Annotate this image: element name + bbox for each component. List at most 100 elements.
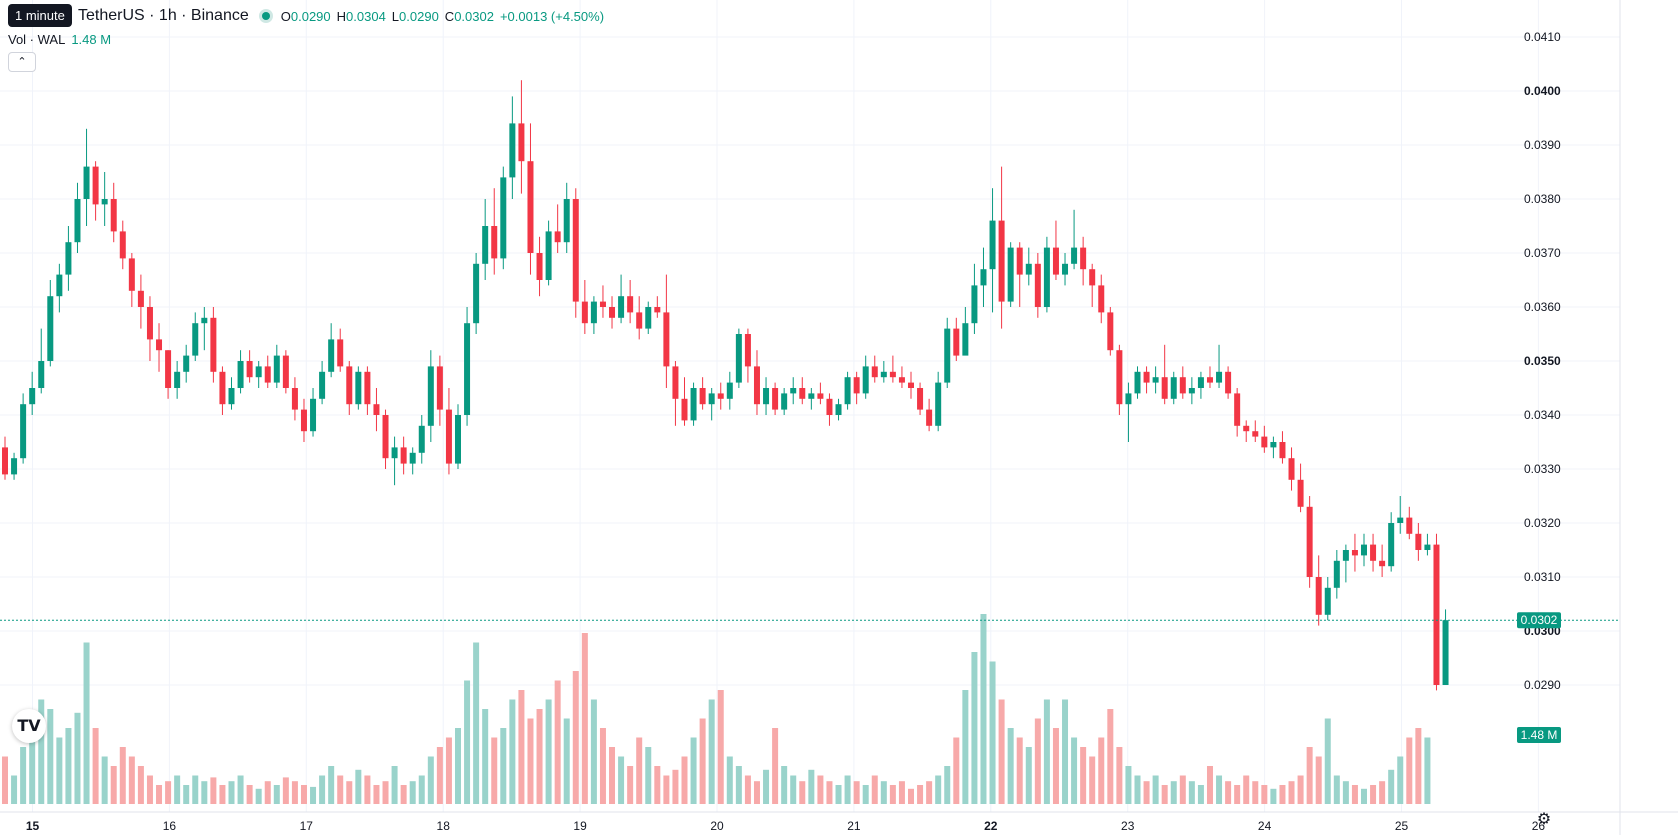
- candle[interactable]: [844, 371, 851, 410]
- candle[interactable]: [210, 307, 217, 383]
- candle[interactable]: [609, 296, 616, 329]
- candle[interactable]: [382, 409, 389, 469]
- candle[interactable]: [708, 388, 715, 421]
- candle[interactable]: [753, 350, 760, 415]
- candle[interactable]: [690, 382, 697, 426]
- candle[interactable]: [464, 307, 471, 426]
- chevron-up-icon[interactable]: ⌃: [8, 52, 36, 72]
- candle[interactable]: [1025, 247, 1032, 286]
- candle[interactable]: [1170, 371, 1177, 405]
- candle[interactable]: [56, 263, 63, 313]
- tradingview-logo[interactable]: TV: [12, 709, 46, 743]
- candle[interactable]: [20, 393, 27, 464]
- candle[interactable]: [1225, 366, 1232, 399]
- candle[interactable]: [817, 382, 824, 405]
- candle[interactable]: [1288, 447, 1295, 491]
- candle[interactable]: [83, 128, 90, 226]
- candle[interactable]: [1442, 609, 1449, 685]
- candle[interactable]: [1433, 533, 1440, 691]
- candle[interactable]: [1043, 236, 1050, 313]
- gear-icon[interactable]: ⚙: [1536, 809, 1552, 828]
- candle[interactable]: [1406, 506, 1413, 540]
- candle[interactable]: [400, 436, 407, 475]
- candle[interactable]: [264, 355, 271, 388]
- candle[interactable]: [174, 361, 181, 399]
- candle[interactable]: [1197, 371, 1204, 399]
- candle[interactable]: [391, 436, 398, 486]
- candle[interactable]: [1071, 209, 1078, 270]
- candle[interactable]: [627, 280, 634, 324]
- candle[interactable]: [735, 328, 742, 388]
- candle[interactable]: [790, 377, 797, 405]
- candle[interactable]: [273, 344, 280, 388]
- candle[interactable]: [101, 172, 108, 226]
- volume-indicator-label[interactable]: Vol · WAL: [8, 32, 66, 47]
- candle[interactable]: [137, 274, 144, 329]
- candle[interactable]: [355, 366, 362, 410]
- candle[interactable]: [1052, 220, 1059, 280]
- candle[interactable]: [1188, 377, 1195, 405]
- candle[interactable]: [618, 274, 625, 324]
- candle[interactable]: [1361, 533, 1367, 567]
- candle[interactable]: [38, 328, 45, 394]
- candle[interactable]: [1234, 388, 1241, 437]
- candle[interactable]: [527, 123, 534, 275]
- candle[interactable]: [373, 388, 380, 432]
- candle[interactable]: [282, 350, 289, 394]
- candle[interactable]: [346, 361, 353, 415]
- candle[interactable]: [1152, 366, 1159, 394]
- candle[interactable]: [744, 328, 751, 383]
- candle[interactable]: [989, 188, 996, 313]
- candle[interactable]: [237, 350, 244, 394]
- candle[interactable]: [1007, 242, 1014, 307]
- candle[interactable]: [1125, 382, 1132, 442]
- candle[interactable]: [681, 377, 688, 426]
- candle[interactable]: [563, 182, 570, 253]
- candle[interactable]: [1370, 533, 1377, 572]
- candle[interactable]: [908, 371, 914, 399]
- candle[interactable]: [482, 199, 489, 280]
- candle[interactable]: [1062, 253, 1069, 286]
- candle[interactable]: [1306, 496, 1313, 588]
- candle[interactable]: [1379, 544, 1386, 577]
- candle[interactable]: [337, 328, 344, 372]
- candle[interactable]: [944, 317, 951, 388]
- candle[interactable]: [364, 366, 371, 415]
- candle[interactable]: [427, 350, 434, 442]
- candle[interactable]: [1089, 263, 1096, 307]
- candle[interactable]: [445, 388, 452, 475]
- candle[interactable]: [473, 253, 480, 334]
- candle[interactable]: [65, 226, 72, 291]
- candle[interactable]: [763, 377, 770, 415]
- candle[interactable]: [980, 247, 987, 307]
- candle[interactable]: [572, 188, 579, 318]
- candle[interactable]: [1116, 344, 1123, 415]
- market-status-icon[interactable]: [258, 9, 273, 23]
- candle[interactable]: [1080, 236, 1087, 286]
- candle[interactable]: [128, 253, 135, 307]
- candle[interactable]: [772, 382, 779, 415]
- candle[interactable]: [183, 344, 190, 383]
- candle[interactable]: [146, 296, 153, 361]
- candle[interactable]: [1252, 420, 1259, 442]
- candle[interactable]: [518, 80, 525, 194]
- candle[interactable]: [699, 377, 706, 410]
- candle[interactable]: [491, 188, 498, 275]
- candle[interactable]: [1388, 512, 1395, 572]
- candle[interactable]: [935, 371, 942, 432]
- candle[interactable]: [871, 355, 878, 383]
- candle[interactable]: [1315, 555, 1322, 626]
- candle[interactable]: [599, 285, 606, 318]
- candle[interactable]: [545, 220, 552, 286]
- candle[interactable]: [246, 350, 253, 383]
- price-axis[interactable]: 0.0410 0.0400 0.0390 0.0380 0.0370 0.0360 0.03…: [1524, 30, 1561, 692]
- candle[interactable]: [590, 296, 597, 334]
- candle[interactable]: [1342, 544, 1349, 583]
- time-axis[interactable]: 15 16 17 18 19 20 21 22 23 24 25 26: [26, 819, 1546, 833]
- candle[interactable]: [29, 371, 36, 415]
- candle[interactable]: [799, 377, 806, 405]
- candle[interactable]: [228, 377, 235, 410]
- candle[interactable]: [835, 398, 842, 421]
- candle[interactable]: [1107, 307, 1114, 356]
